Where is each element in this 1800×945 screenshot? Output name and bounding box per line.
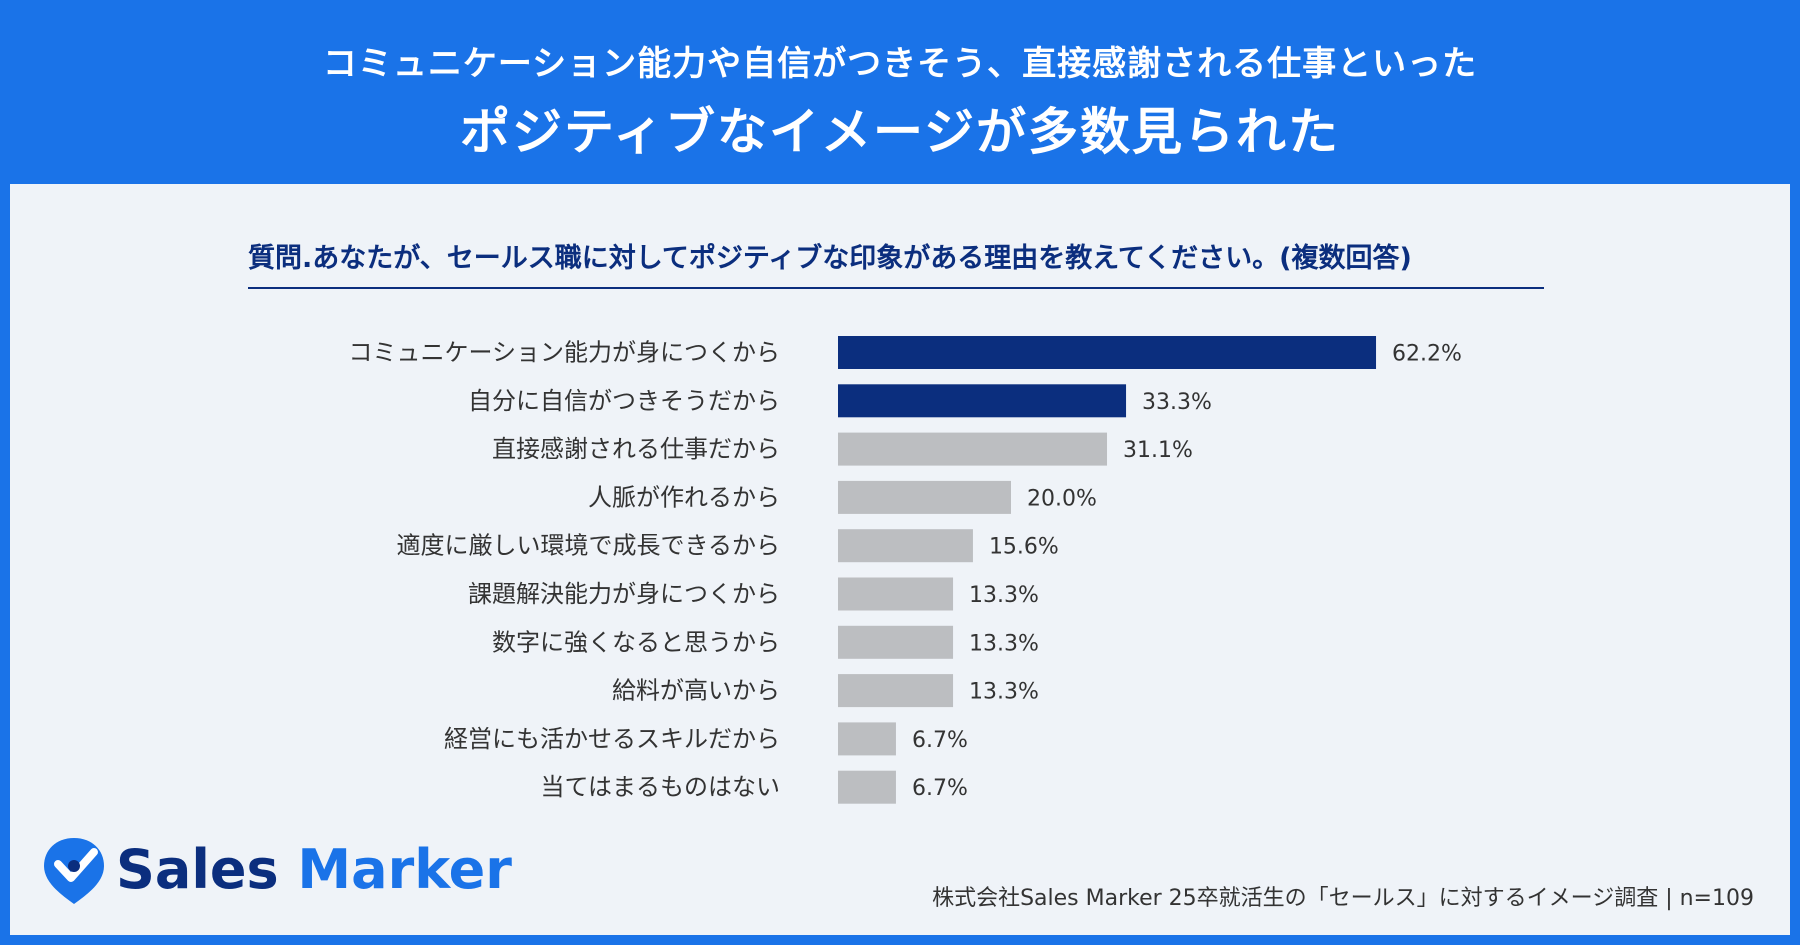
bar xyxy=(838,529,973,563)
logo-text-sales: Sales xyxy=(116,838,298,901)
bar xyxy=(838,384,1127,418)
value-label: 62.2% xyxy=(1392,342,1462,367)
footer-source: 株式会社Sales Marker 25卒就活生の「セールス」に対するイメージ調査… xyxy=(932,886,1754,911)
header-title: ポジティブなイメージが多数見られた xyxy=(460,103,1340,161)
question-text: 質問.あなたが、セールス職に対してポジティブな印象がある理由を教えてください。(… xyxy=(248,236,1544,289)
bar xyxy=(838,480,1011,514)
value-label: 13.3% xyxy=(969,583,1039,608)
value-label: 33.3% xyxy=(1142,390,1212,415)
header-subtitle: コミュニケーション能力や自信がつきそう、直接感謝される仕事といった xyxy=(322,44,1478,84)
bar xyxy=(838,770,896,804)
category-label: 直接感謝される仕事だから xyxy=(492,435,780,463)
value-label: 31.1% xyxy=(1123,438,1193,463)
sales-marker-logo: Sales Marker xyxy=(38,834,518,906)
header-banner: コミュニケーション能力や自信がつきそう、直接感謝される仕事といった ポジティブな… xyxy=(0,0,1800,183)
bar xyxy=(838,336,1377,369)
bar xyxy=(838,432,1108,466)
category-label: 人脈が作れるから xyxy=(588,483,780,511)
bar xyxy=(838,722,896,756)
category-label: 自分に自信がつきそうだから xyxy=(468,387,780,415)
value-label: 13.3% xyxy=(969,680,1039,705)
logo-text: Sales Marker xyxy=(116,838,512,901)
bar xyxy=(838,674,954,708)
category-label: 当てはまるものはない xyxy=(540,773,780,801)
logo-pin-icon xyxy=(44,838,104,904)
bar xyxy=(838,577,954,611)
category-label: 給料が高いから xyxy=(612,677,780,705)
category-label: 課題解決能力が身につくから xyxy=(468,580,780,608)
value-label: 20.0% xyxy=(1027,486,1097,511)
category-label: 数字に強くなると思うから xyxy=(492,628,780,656)
bar xyxy=(838,625,954,659)
category-label: 適度に厳しい環境で成長できるから xyxy=(396,532,780,560)
value-label: 6.7% xyxy=(912,728,968,753)
category-label: コミュニケーション能力が身につくから xyxy=(348,339,780,367)
category-label: 経営にも活かせるスキルだから xyxy=(444,725,780,753)
value-label: 15.6% xyxy=(989,535,1059,560)
logo-text-marker: Marker xyxy=(297,838,512,901)
value-label: 6.7% xyxy=(912,776,968,801)
value-label: 13.3% xyxy=(969,631,1039,656)
